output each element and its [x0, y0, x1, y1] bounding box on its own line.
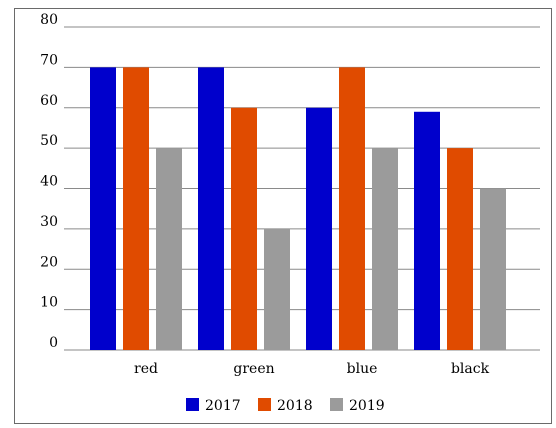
y-tick-label: 40 [40, 174, 58, 190]
bar-green-2017 [198, 67, 224, 350]
bar-blue-2019 [372, 148, 398, 350]
bar-red-2018 [123, 67, 149, 350]
x-axis-category-labels: red green blue black [134, 361, 490, 377]
legend-swatch-2019 [330, 398, 343, 411]
y-tick-label: 20 [40, 254, 58, 270]
legend-label: 2019 [349, 398, 385, 414]
y-tick-label: 10 [40, 295, 58, 311]
y-tick-label: 30 [40, 214, 58, 230]
legend-swatch-2018 [258, 398, 271, 411]
bars [90, 67, 506, 350]
bar-red-2019 [156, 148, 182, 350]
y-tick-label: 50 [40, 133, 58, 149]
bar-black-2018 [447, 148, 473, 350]
y-tick-label: 0 [49, 335, 58, 351]
bar-red-2017 [90, 67, 116, 350]
legend-label: 2018 [277, 398, 313, 414]
y-tick-label: 60 [40, 93, 58, 109]
legend-label: 2017 [205, 398, 241, 414]
legend-swatch-2017 [186, 398, 199, 411]
bar-green-2018 [231, 107, 257, 350]
y-tick-label: 70 [40, 52, 58, 68]
x-category-label: blue [347, 361, 378, 377]
bar-green-2019 [264, 228, 290, 350]
x-category-label: green [233, 361, 274, 377]
bar-black-2017 [414, 111, 440, 350]
bar-blue-2018 [339, 67, 365, 350]
x-category-label: black [451, 361, 490, 377]
legend: 2017 2018 2019 [186, 398, 385, 414]
x-category-label: red [134, 361, 158, 377]
y-tick-label: 80 [40, 12, 58, 28]
bar-black-2019 [480, 188, 506, 350]
y-axis-tick-labels: 0 10 20 30 40 50 60 70 80 [40, 12, 58, 351]
bar-blue-2017 [306, 107, 332, 350]
